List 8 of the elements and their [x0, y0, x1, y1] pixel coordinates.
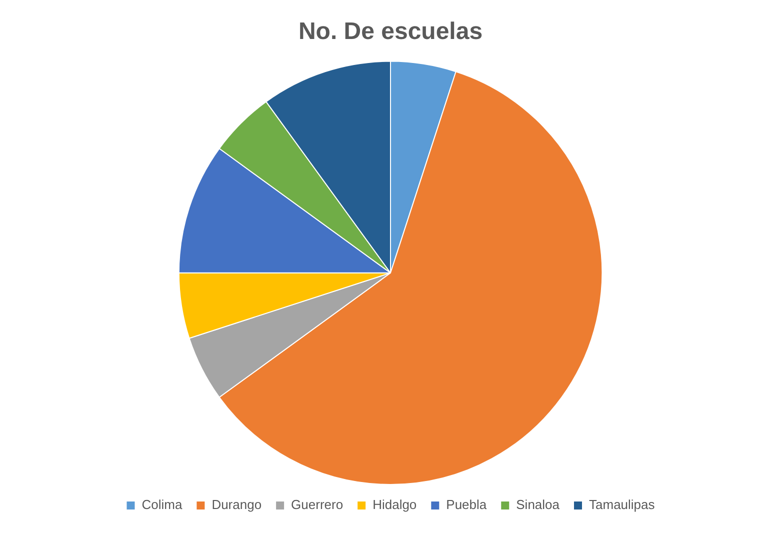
- legend-label: Puebla: [446, 497, 488, 512]
- legend-label: Colima: [142, 497, 183, 512]
- legend-label: Durango: [212, 497, 262, 512]
- chart-title: No. De escuelas: [298, 18, 483, 46]
- legend-label: Hidalgo: [372, 497, 417, 512]
- legend-label: Tamaulipas: [589, 497, 656, 512]
- legend-label: Sinaloa: [516, 497, 560, 512]
- legend-label: Guerrero: [291, 497, 344, 512]
